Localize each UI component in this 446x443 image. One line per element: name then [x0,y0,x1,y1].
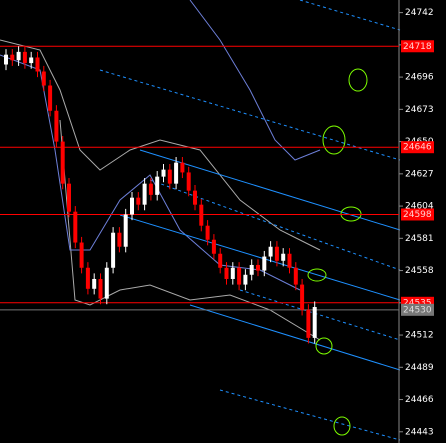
candle-body [274,246,279,261]
candle-body [136,197,141,205]
y-tick-label: 24673 [405,105,434,115]
y-tick-label: 24627 [405,169,434,179]
candle-body [300,284,305,310]
candle-body [262,256,267,271]
indicators [0,0,401,441]
candle-body [130,197,134,215]
candle-body [211,239,216,254]
candle-body [79,242,84,268]
candle-body [243,274,248,285]
dash-line [239,289,401,341]
candle-body [60,141,65,184]
lower-band [59,119,321,341]
candle-body [148,183,153,195]
candle-body [117,232,122,247]
y-tick-label: 24696 [405,73,434,83]
candle-body [54,110,59,142]
candle-body [230,267,235,279]
candle-body [16,51,21,61]
candle-body [180,162,185,173]
candle-body [22,51,27,64]
y-tick-label: 24489 [405,363,434,373]
dash-line [149,179,401,271]
candle-body [104,267,109,299]
level-label: 24598 [403,210,432,220]
marker [315,337,333,355]
candle-body [293,267,298,285]
candle-body [98,278,103,299]
candle-body [268,246,273,257]
candle-body [142,183,147,205]
candle-body [174,162,179,184]
y-tick-label: 24512 [405,331,434,341]
marker [322,125,346,155]
candle-body [224,267,229,279]
y-tick-label: 24443 [405,427,434,437]
candle-body [287,253,292,268]
level-label: 24535 [403,298,432,308]
marker [333,416,351,436]
candle-body [73,211,78,243]
level-tag [401,141,434,154]
candle-body [167,169,172,184]
candle-body [218,253,223,268]
candle-body [92,278,97,289]
candle-body [35,57,40,72]
candle-body [281,253,286,261]
price-label: 24530 [403,305,432,315]
candle-body [10,54,15,61]
marker [307,268,327,282]
candle-body [205,225,210,240]
candle-body [41,71,46,86]
level-tag [401,208,434,221]
candle-body [155,176,160,195]
candle-body [161,169,166,177]
candle-body [67,183,71,212]
candle-body [312,307,317,338]
y-tick-label: 24466 [405,395,434,405]
candle-body [111,232,116,268]
y-tick-label: 24742 [405,8,434,18]
y-tick-label: 24604 [405,202,434,212]
channel-bottom [189,304,401,371]
candle-body [256,264,260,271]
candle-body [85,267,90,289]
y-tick-label: 24558 [405,266,434,276]
candle-body [4,54,8,65]
price-tag [401,303,434,316]
level-label: 24646 [403,143,432,153]
marker [348,68,368,92]
dash-line [219,389,401,441]
candle-body [199,204,204,226]
candle-body [123,214,128,247]
candle-body [29,57,34,64]
channel-mid [119,214,401,301]
level-label: 24718 [403,42,432,52]
dash-line [99,69,401,161]
y-tick-label: 24581 [405,234,434,244]
candle-body [249,264,254,275]
ma [0,54,301,291]
band [0,39,321,251]
candle-body [48,85,53,111]
candle-body [193,190,197,205]
candle-body [186,172,191,191]
level-tag [401,40,434,53]
candle-body [306,309,311,338]
candle-body [237,267,242,285]
upper-band [189,0,321,161]
